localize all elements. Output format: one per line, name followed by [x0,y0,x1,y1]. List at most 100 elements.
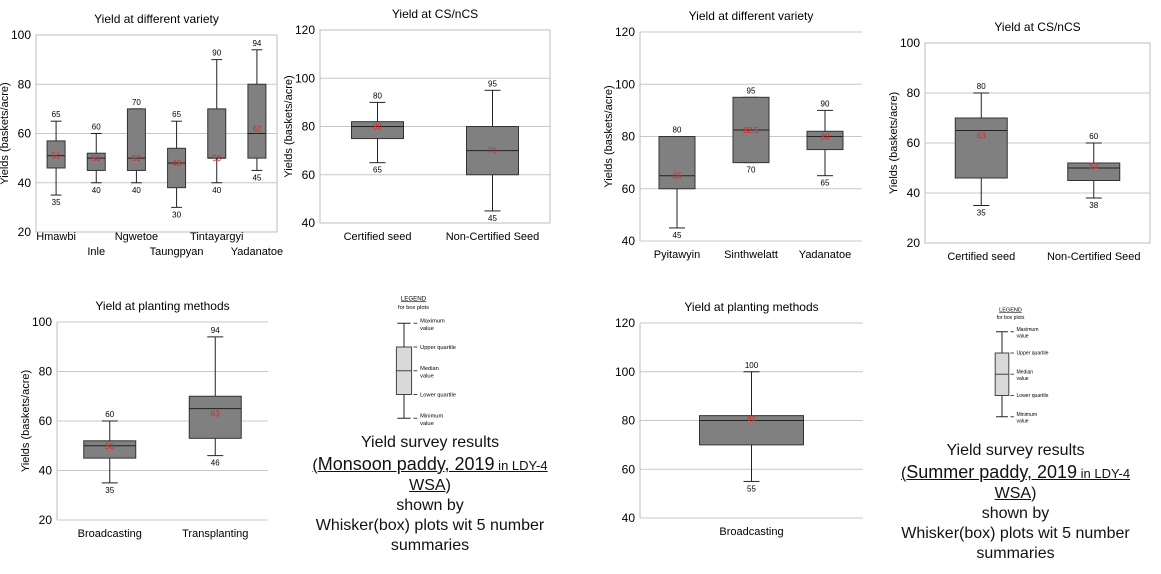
legend-item: Minimum [1016,412,1037,418]
chart-title: Yield at planting methods [95,299,229,313]
legend-item: Maximum [1016,327,1038,333]
box-plot-legend-1: LEGEND for box plots Maximum value Upper qua… [395,295,456,427]
max-label: 95 [747,86,756,95]
y-tick-label: 100 [900,36,920,50]
legend-item: value [420,326,434,332]
x-tick-label: Non-Certified Seed [1047,251,1141,263]
y-tick-label: 120 [615,25,635,39]
min-label: 40 [212,186,221,195]
x-tick-label: Yadanatoe [799,249,851,261]
x-tick-label: Certified seed [344,231,412,243]
caption-monsoon: Yield survey results (Monsoon paddy, 201… [285,433,575,556]
y-tick-label: 40 [18,176,32,190]
box [954,117,1008,179]
legend-item: value [1016,419,1028,425]
y-tick-label: 80 [622,130,636,144]
min-label: 45 [252,173,261,182]
mean-label: 51 [1089,162,1098,171]
chart-variety-summer: Yield at different variety 40 60 80 100 120 Yi… [603,9,862,261]
max-label: 80 [977,82,986,91]
x-tick-label: Tintayargyi [190,231,243,243]
y-tick-label: 60 [39,414,53,428]
plot-frame [35,34,278,233]
y-tick-label: 80 [907,86,921,100]
box [247,83,267,159]
x-tick-label: Transplanting [182,528,248,540]
y-tick-label: 80 [302,120,316,134]
min-label: 38 [1089,201,1098,210]
caption-line4: shown by [981,505,1050,522]
y-tick-label: 100 [32,315,52,329]
legend-item: Median [420,366,439,372]
mean-label: 50 [132,154,141,163]
min-label: 45 [673,231,682,240]
mean-label: 63 [977,132,986,141]
y-tick-label: 100 [295,71,315,85]
legend-item: value [1016,334,1028,340]
box [188,395,242,439]
min-label: 35 [105,486,114,495]
max-label: 90 [212,49,221,58]
x-tick-label: Inle [87,246,105,258]
x-tick-label: Broadcasting [78,528,142,540]
max-label: 80 [373,91,382,100]
mean-label: 50 [212,154,221,163]
y-tick-label: 60 [907,136,921,150]
box [351,121,404,140]
max-label: 60 [105,410,114,419]
x-tick-label: Certified seed [947,251,1015,263]
y-tick-label: 80 [622,414,636,428]
mean-label: 81 [747,414,756,423]
box [658,136,696,190]
x-tick-label: Sinthwelatt [724,249,778,261]
y-tick-label: 60 [18,127,32,141]
plot-frame [924,42,1151,244]
caption-line2: (Monsoon paddy, 2019 in LDY-4 [312,454,548,474]
y-tick-label: 40 [302,216,316,230]
caption-line2: (Summer paddy, 2019 in LDY-4 [900,462,1131,482]
mean-label: 65 [673,172,682,181]
mean-label: 62 [252,125,261,134]
min-label: 65 [821,179,830,188]
min-label: 70 [747,166,756,175]
min-label: 45 [488,214,497,223]
caption-line3: WSA) [409,477,451,494]
box [46,140,66,169]
max-label: 90 [821,99,830,108]
box [83,440,137,459]
caption-line1: Yield survey results [360,434,500,451]
max-label: 94 [252,39,261,48]
chart-planting-monsoon: Yield at planting methods 20 40 60 80 100 Yiel… [20,299,268,540]
chart-seed-summer: Yield at CS/nCS 20 40 60 80 100 Yields (basket… [888,20,1151,263]
legend-title: LEGEND [999,307,1022,313]
box [126,108,146,171]
caption-line1: Yield survey results [946,442,1085,459]
chart-planting-summer: Yield at planting methods 40 60 80 100 120 100… [615,300,863,538]
chart-title: Yield at different variety [94,12,219,26]
y-axis-label: Yields (baskets/acre) [283,75,295,177]
caption-line6: summaries [390,537,470,554]
y-tick-label: 40 [622,511,636,525]
plot-frame [319,29,551,224]
y-axis-label: Yields (baskets/acre) [20,370,32,472]
mean-label: 50 [105,442,114,451]
legend-item: value [1016,376,1028,382]
mean-label: 48 [172,159,181,168]
max-label: 100 [745,361,759,370]
y-tick-label: 100 [615,365,635,379]
y-tick-label: 20 [39,513,53,527]
caption-line4: shown by [396,497,464,514]
box [86,152,106,171]
max-label: 65 [172,110,181,119]
box [207,108,227,159]
legend-subtitle: for box plots [997,315,1025,321]
min-label: 65 [373,166,382,175]
legend-subtitle: for box plots [398,305,429,311]
min-label: 40 [92,186,101,195]
y-tick-label: 120 [615,316,635,330]
mean-label: 63 [211,410,220,419]
legend-item: Upper quartile [420,345,456,351]
min-label: 55 [747,484,756,493]
x-tick-label: Yadanatoe [231,246,283,258]
